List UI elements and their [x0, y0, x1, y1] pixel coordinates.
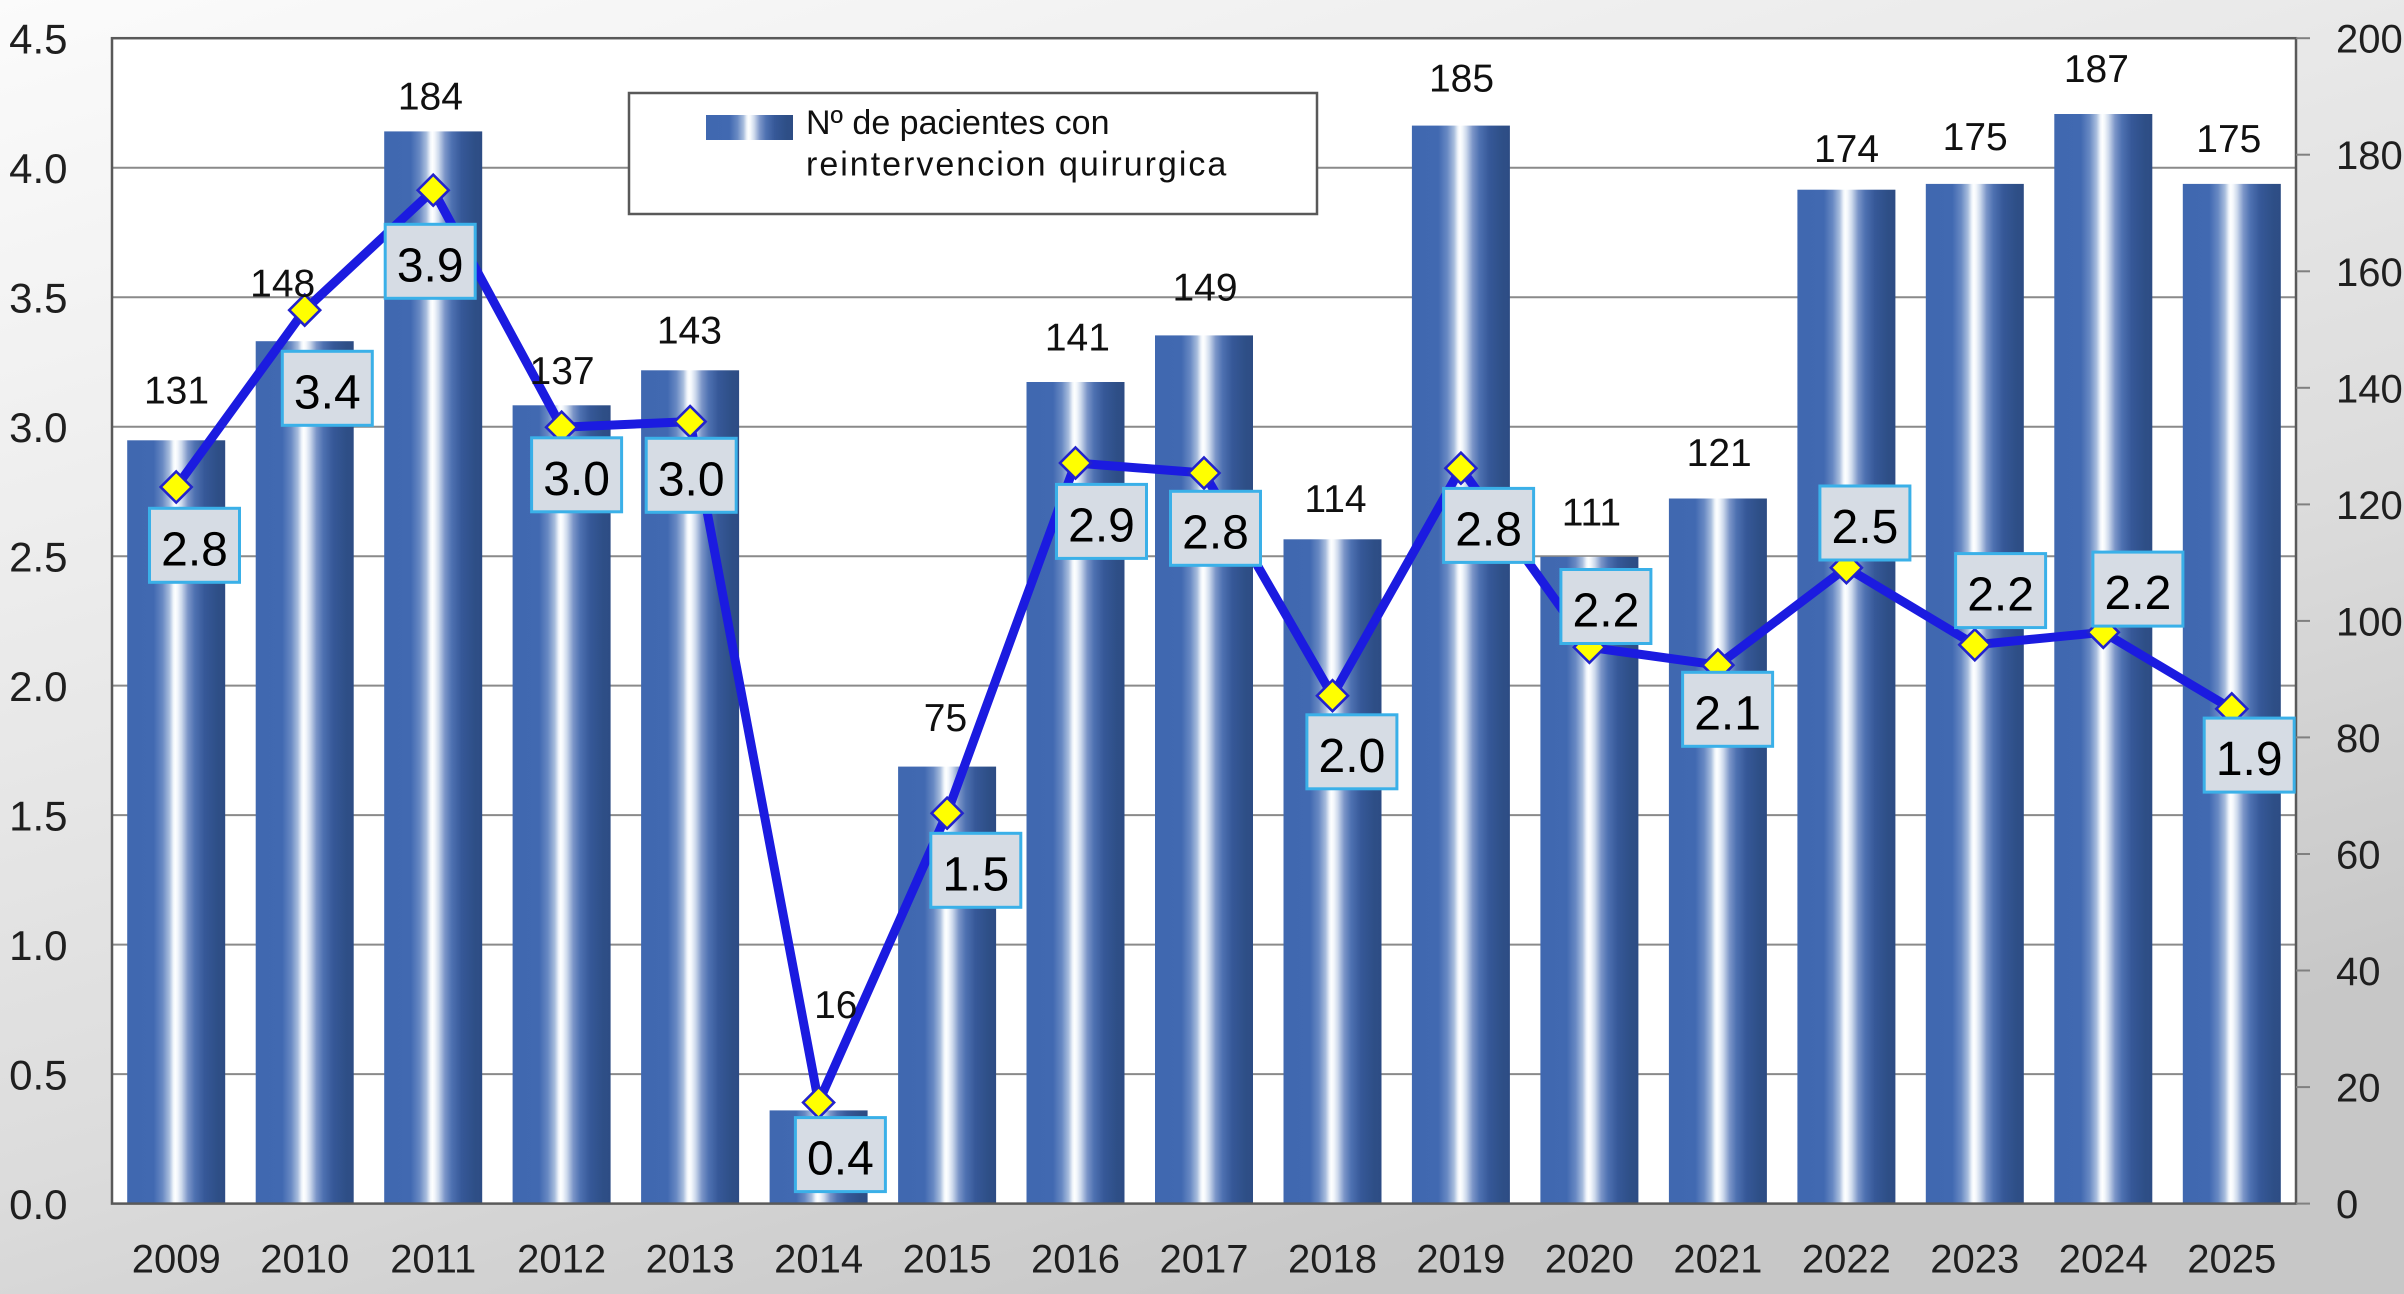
svg-text:141: 141: [1045, 316, 1110, 359]
svg-text:2018: 2018: [1288, 1238, 1377, 1282]
svg-text:Nº de pacientes con: Nº de pacientes con: [806, 104, 1110, 142]
svg-text:40: 40: [2336, 950, 2381, 994]
svg-text:2.8: 2.8: [1182, 506, 1249, 559]
svg-text:148: 148: [250, 263, 315, 306]
svg-text:187: 187: [2064, 48, 2129, 91]
svg-text:20: 20: [2336, 1067, 2381, 1111]
svg-text:121: 121: [1687, 432, 1752, 475]
svg-text:143: 143: [657, 310, 722, 353]
svg-text:reintervencion quirurgica: reintervencion quirurgica: [806, 146, 1228, 184]
svg-text:75: 75: [924, 697, 967, 740]
svg-text:3.5: 3.5: [9, 274, 67, 321]
svg-text:111: 111: [1562, 492, 1621, 535]
svg-text:2023: 2023: [1930, 1238, 2019, 1282]
svg-text:2.2: 2.2: [1573, 585, 1640, 638]
svg-text:16: 16: [814, 984, 857, 1027]
svg-text:2010: 2010: [260, 1238, 349, 1282]
svg-text:2025: 2025: [2187, 1238, 2276, 1282]
svg-text:131: 131: [144, 370, 209, 413]
svg-text:2.8: 2.8: [161, 523, 228, 576]
svg-text:2019: 2019: [1416, 1238, 1505, 1282]
svg-text:4.0: 4.0: [9, 145, 67, 192]
svg-text:120: 120: [2336, 484, 2403, 528]
svg-text:100: 100: [2336, 600, 2403, 644]
svg-text:174: 174: [1814, 128, 1879, 171]
svg-text:2012: 2012: [517, 1238, 606, 1282]
svg-text:3.0: 3.0: [543, 453, 610, 506]
svg-text:1.9: 1.9: [2216, 733, 2283, 786]
svg-text:175: 175: [1943, 116, 2008, 159]
svg-text:3.4: 3.4: [294, 366, 361, 419]
svg-text:2011: 2011: [390, 1238, 476, 1282]
svg-text:2.5: 2.5: [1832, 501, 1899, 554]
svg-text:3.0: 3.0: [9, 404, 67, 451]
svg-text:2021: 2021: [1673, 1238, 1762, 1282]
svg-text:1.0: 1.0: [9, 922, 67, 969]
svg-text:2.1: 2.1: [1694, 687, 1761, 740]
svg-text:2015: 2015: [903, 1238, 992, 1282]
svg-text:2.5: 2.5: [9, 533, 67, 580]
svg-text:2017: 2017: [1160, 1238, 1249, 1282]
svg-text:185: 185: [1429, 58, 1494, 101]
svg-text:184: 184: [398, 76, 463, 119]
svg-text:2022: 2022: [1802, 1238, 1891, 1282]
svg-text:2.0: 2.0: [1319, 730, 1386, 783]
svg-text:2.2: 2.2: [1967, 569, 2034, 622]
svg-text:2009: 2009: [132, 1238, 221, 1282]
svg-text:200: 200: [2336, 18, 2403, 62]
svg-text:1.5: 1.5: [9, 792, 67, 839]
svg-text:2016: 2016: [1031, 1238, 1120, 1282]
svg-text:2.0: 2.0: [9, 663, 67, 710]
svg-text:137: 137: [530, 350, 595, 393]
svg-text:149: 149: [1172, 267, 1237, 310]
svg-text:2014: 2014: [774, 1238, 863, 1282]
svg-text:2013: 2013: [646, 1238, 735, 1282]
svg-text:0.0: 0.0: [9, 1181, 67, 1228]
svg-text:175: 175: [2196, 118, 2261, 161]
svg-text:0.4: 0.4: [807, 1133, 874, 1186]
svg-text:140: 140: [2336, 367, 2403, 411]
svg-text:180: 180: [2336, 134, 2403, 178]
svg-text:3.0: 3.0: [658, 453, 725, 506]
svg-text:160: 160: [2336, 251, 2403, 295]
svg-text:2.9: 2.9: [1068, 499, 1135, 552]
svg-text:60: 60: [2336, 834, 2381, 878]
svg-text:3.9: 3.9: [397, 239, 464, 292]
svg-text:1.5: 1.5: [942, 848, 1009, 901]
svg-text:2020: 2020: [1545, 1238, 1634, 1282]
svg-text:0.5: 0.5: [9, 1051, 67, 1098]
svg-text:2.2: 2.2: [2105, 567, 2172, 620]
svg-text:4.5: 4.5: [9, 15, 67, 62]
svg-text:80: 80: [2336, 717, 2381, 761]
svg-text:114: 114: [1304, 478, 1366, 521]
svg-text:2.8: 2.8: [1455, 503, 1522, 556]
svg-text:0: 0: [2336, 1183, 2358, 1227]
svg-text:2024: 2024: [2059, 1238, 2148, 1282]
